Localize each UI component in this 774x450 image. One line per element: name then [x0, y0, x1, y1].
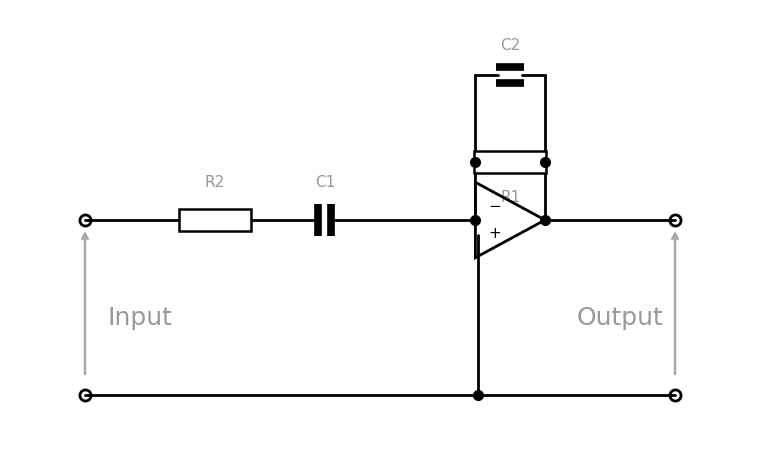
- Text: Output: Output: [577, 306, 663, 329]
- Text: C1: C1: [315, 175, 335, 190]
- Text: R2: R2: [205, 175, 225, 190]
- Text: −: −: [488, 198, 501, 214]
- Text: C2: C2: [500, 38, 520, 53]
- Text: +: +: [488, 226, 501, 241]
- Text: R1: R1: [500, 190, 520, 205]
- FancyBboxPatch shape: [474, 151, 546, 173]
- FancyBboxPatch shape: [179, 209, 251, 231]
- Text: Input: Input: [108, 306, 173, 329]
